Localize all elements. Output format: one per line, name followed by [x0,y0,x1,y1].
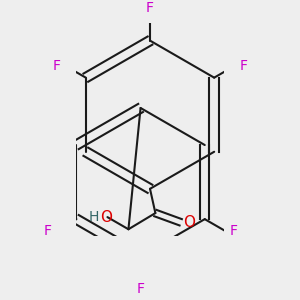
Text: F: F [136,281,145,296]
Text: F: F [43,224,51,238]
Text: F: F [53,58,61,73]
Text: H: H [89,210,99,224]
Text: F: F [239,58,247,73]
Text: O: O [183,215,195,230]
Text: O: O [100,210,112,225]
Text: F: F [230,224,238,238]
Text: F: F [146,1,154,15]
